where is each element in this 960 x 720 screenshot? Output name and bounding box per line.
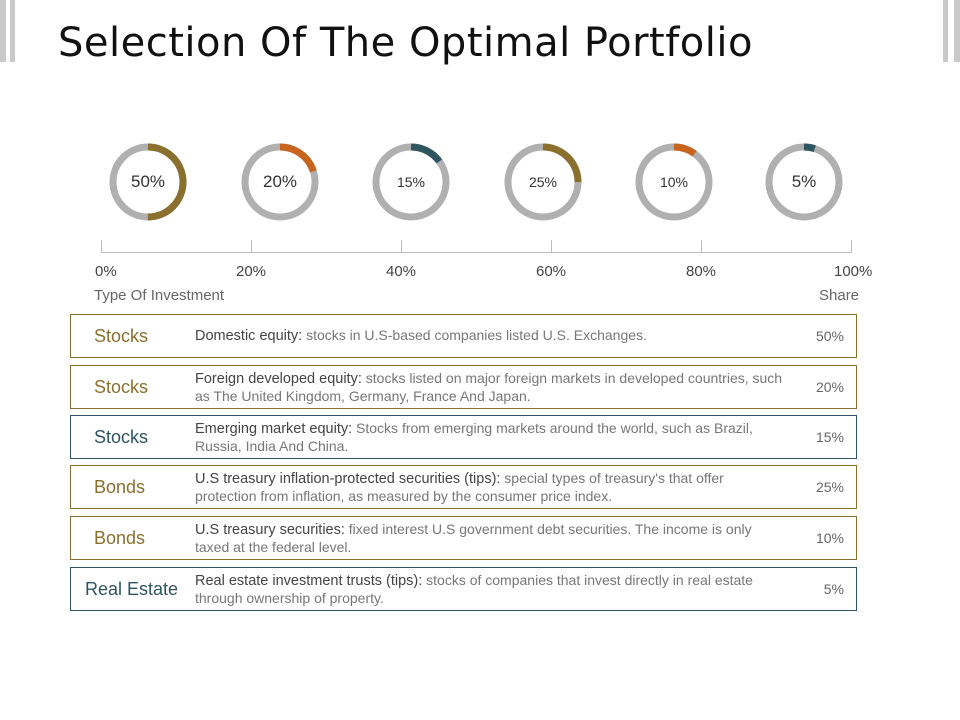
investment-row: Bonds U.S treasury securities: fixed int… [70, 516, 857, 560]
left-edge-bar [0, 0, 6, 62]
axis-tick-label: 80% [686, 263, 717, 280]
row-description-title: U.S treasury inflation-protected securit… [195, 470, 501, 487]
row-category: Stocks [94, 325, 149, 346]
donut-value-label: 5% [791, 172, 817, 191]
row-share: 5% [823, 581, 844, 597]
axis-tick-label: 20% [236, 263, 267, 280]
row-description-text: stocks of companies that invest directly… [195, 571, 753, 606]
donut-arc [635, 143, 713, 221]
row-description: U.S treasury securities: fixed interest … [195, 517, 785, 559]
row-description-text: Stocks from emerging markets around the … [195, 419, 753, 454]
row-share: 15% [815, 429, 844, 445]
column-header-type: Type Of Investment [94, 287, 225, 304]
row-category: Bonds [94, 527, 146, 548]
donut-chart-5: 10% [634, 142, 714, 222]
page-title: Selection Of The Optimal Portfolio [58, 20, 753, 66]
row-description-title: Real estate investment trusts (tips): [195, 572, 423, 589]
axis-tick-label: 40% [386, 263, 417, 280]
axis-tick [851, 240, 852, 253]
donut-value-label: 25% [528, 174, 558, 190]
donut-chart-2: 20% [240, 142, 320, 222]
investment-row: Stocks Foreign developed equity: stocks … [70, 365, 857, 409]
axis-tick [101, 240, 102, 253]
row-description-title: Foreign developed equity: [195, 370, 362, 387]
investment-row: Stocks Emerging market equity: Stocks fr… [70, 415, 857, 459]
row-description: Domestic equity: stocks in U.S-based com… [195, 315, 785, 357]
row-share: 50% [815, 328, 844, 344]
scale-axis-line [101, 252, 852, 253]
donut-arc [504, 143, 582, 221]
row-category: Stocks [94, 426, 149, 447]
axis-tick-label: 100% [834, 263, 873, 280]
row-description-title: Domestic equity: [195, 328, 303, 344]
row-category: Bonds [94, 476, 146, 497]
donut-chart-6: 5% [764, 142, 844, 222]
donut-arc [765, 143, 843, 221]
donut-chart-4: 25% [503, 142, 583, 222]
right-edge-bar [954, 0, 960, 62]
axis-tick [251, 240, 252, 253]
donut-arc [109, 143, 187, 221]
donut-value-label: 20% [262, 172, 298, 191]
column-header-share: Share [819, 287, 860, 304]
row-description: Foreign developed equity: stocks listed … [195, 366, 785, 408]
axis-tick-label: 0% [95, 263, 117, 280]
row-description-title: Emerging market equity: [195, 420, 353, 437]
donut-value-label: 15% [396, 174, 426, 190]
row-category: Stocks [94, 376, 149, 397]
row-description-title: U.S treasury securities: [195, 521, 345, 538]
row-description-text: special types of treasury's that offer p… [195, 469, 724, 504]
donut-value-label: 50% [130, 172, 166, 191]
left-edge-bar-inner [10, 0, 15, 62]
row-description: Emerging market equity: Stocks from emer… [195, 416, 785, 458]
axis-tick [551, 240, 552, 253]
row-description-text: stocks listed on major foreign markets i… [195, 369, 783, 404]
axis-tick [701, 240, 702, 253]
row-share: 20% [815, 379, 844, 395]
right-edge-bar-inner [943, 0, 948, 62]
investment-row: Stocks Domestic equity: stocks in U.S-ba… [70, 314, 857, 358]
donut-arc [241, 143, 319, 221]
axis-tick-label: 60% [536, 263, 567, 280]
donut-value-label: 10% [659, 174, 689, 190]
axis-tick [401, 240, 402, 253]
donut-chart-1: 50% [108, 142, 188, 222]
row-description-text: stocks in U.S-based companies listed U.S… [302, 327, 647, 343]
row-category: Real Estate [85, 578, 179, 599]
row-share: 10% [815, 530, 844, 546]
row-share: 25% [815, 479, 844, 495]
investment-row: Bonds U.S treasury inflation-protected s… [70, 465, 857, 509]
donut-chart-3: 15% [371, 142, 451, 222]
donut-arc [372, 143, 450, 221]
row-description-text: fixed interest U.S government debt secur… [195, 520, 752, 555]
investment-row: Real Estate Real estate investment trust… [70, 567, 857, 611]
row-description: Real estate investment trusts (tips): st… [195, 568, 785, 610]
row-description: U.S treasury inflation-protected securit… [195, 466, 785, 508]
